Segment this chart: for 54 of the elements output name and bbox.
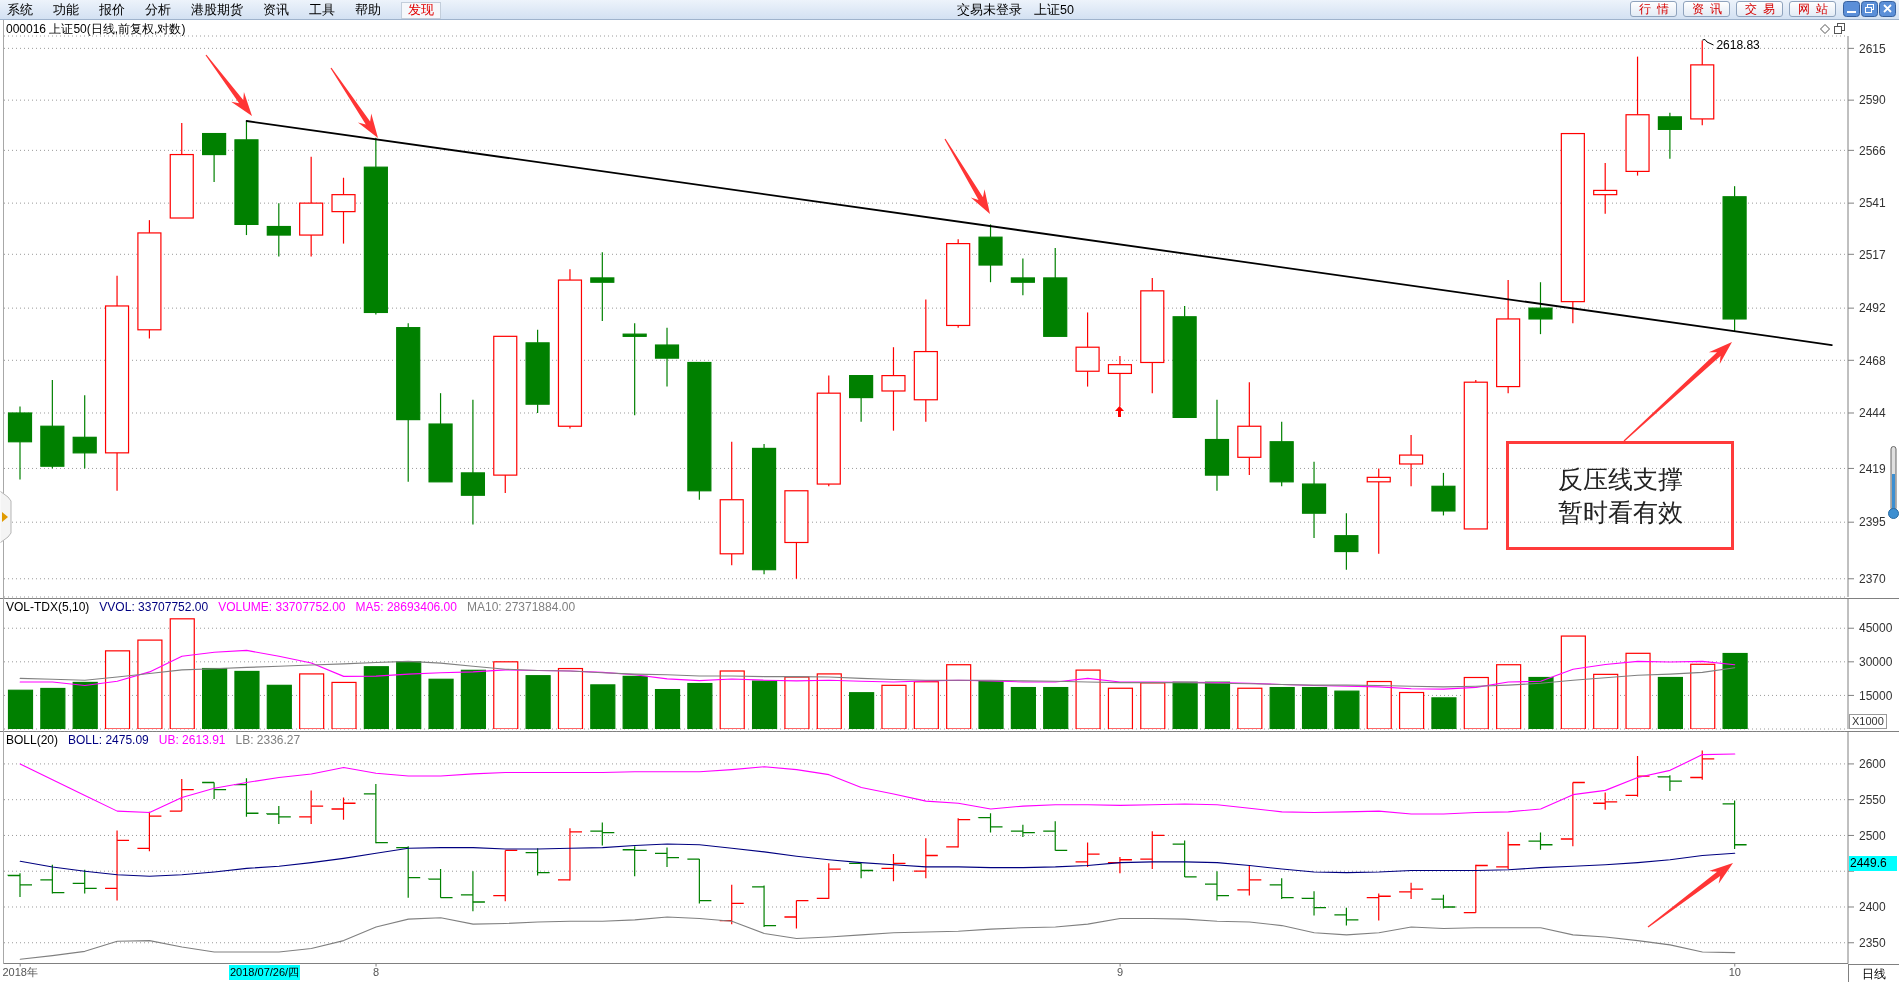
- annotation: VOLUME: 33707752.00: [218, 600, 346, 614]
- y-tick-label: 2550: [1859, 792, 1887, 807]
- text: UB: 2613.91: [158, 733, 226, 747]
- text: 资讯: [263, 2, 289, 18]
- text: 网站: [1789, 1, 1836, 17]
- y-tick-label: 2541: [1859, 196, 1887, 211]
- x-axis-title: 日线: [1848, 963, 1899, 982]
- text: 行情: [1630, 1, 1677, 17]
- text: 2018/07/26/四: [229, 965, 301, 980]
- annotation: VVOL: 33707752.00: [99, 600, 209, 614]
- y-tick-label: 2615: [1859, 41, 1887, 56]
- x-tick-label: 8: [372, 965, 380, 978]
- x-tick-label: 2018年: [2, 965, 38, 978]
- y-tick-label: 2500: [1859, 828, 1887, 843]
- text: MA10: 27371884.00: [466, 600, 576, 614]
- text: 交易未登录: [957, 2, 1022, 18]
- text: LB: 2336.27: [235, 733, 301, 747]
- chart-title: 000016 上证50(日线,前复权,对数): [6, 22, 186, 36]
- text: 系统: [7, 2, 33, 18]
- y-tick-label: 15000: [1859, 688, 1893, 703]
- text: 资讯: [1683, 1, 1730, 17]
- text: 上证50: [1034, 2, 1074, 18]
- text: 2449.6: [1849, 856, 1897, 871]
- text: BOLL: 2475.09: [68, 733, 149, 747]
- y-tick-label: 2468: [1859, 353, 1887, 368]
- y-tick-label: 30000: [1859, 655, 1893, 670]
- x-tick-label: 10: [1728, 965, 1741, 978]
- y-tick-label: 2370: [1859, 572, 1887, 587]
- y-tick-label: 2492: [1859, 301, 1887, 316]
- y-tick-label: 45000: [1859, 621, 1893, 636]
- text: 港股期货: [191, 2, 243, 18]
- y-axis-title: X1000: [1849, 714, 1887, 729]
- text: 分析: [145, 2, 171, 18]
- annotation: 2618.83: [1716, 38, 1760, 53]
- text: 工具: [309, 2, 335, 18]
- y-tick-label: 2419: [1859, 461, 1887, 476]
- annotation: 反压线支撑暂时看有效: [1556, 464, 1684, 528]
- text: 功能: [53, 2, 79, 18]
- text: 报价: [99, 2, 125, 18]
- text: 帮助: [355, 2, 381, 18]
- y-tick-label: 2400: [1859, 900, 1887, 915]
- y-tick-label: 2444: [1859, 406, 1887, 421]
- y-tick-label: 2566: [1859, 143, 1887, 158]
- text: MA5: 28693406.00: [355, 600, 457, 614]
- y-tick-label: 2590: [1859, 93, 1887, 108]
- text: 发现: [401, 1, 441, 19]
- y-tick-label: 2517: [1859, 247, 1887, 262]
- x-tick-label: 9: [1117, 965, 1124, 978]
- y-tick-label: 2395: [1859, 515, 1887, 530]
- text: 交易: [1736, 1, 1783, 17]
- y-tick-label: 2600: [1859, 757, 1887, 772]
- chart-title: VOL-TDX(5,10): [6, 600, 90, 614]
- y-tick-label: 2350: [1859, 936, 1887, 951]
- chart-title: BOLL(20): [6, 733, 59, 747]
